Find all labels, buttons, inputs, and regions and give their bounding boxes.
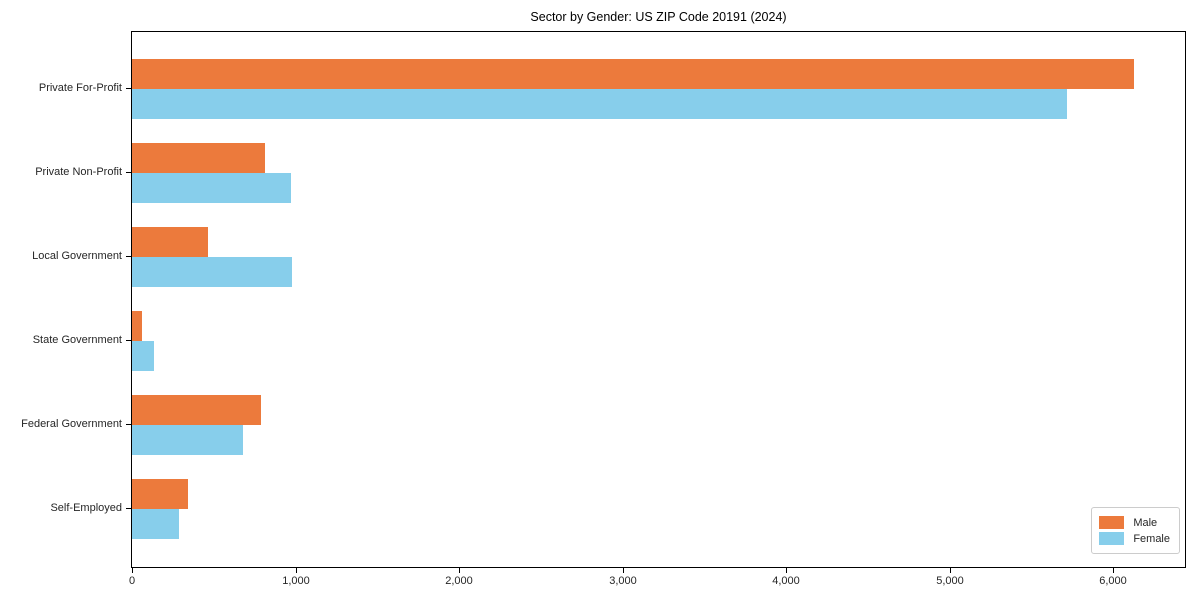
y-axis-tick bbox=[126, 172, 131, 173]
bar-male-5 bbox=[132, 479, 188, 509]
legend-label: Male bbox=[1133, 516, 1158, 529]
y-axis-tick bbox=[126, 424, 131, 425]
legend-swatch-female bbox=[1099, 532, 1125, 545]
legend: Male Female bbox=[1091, 507, 1180, 554]
legend-label: Female bbox=[1133, 532, 1170, 545]
legend-swatch-male bbox=[1099, 516, 1125, 529]
y-axis-tick bbox=[126, 508, 131, 509]
x-tick-label: 3,000 bbox=[609, 575, 637, 587]
y-tick-label: Local Government bbox=[32, 250, 122, 262]
bar-male-3 bbox=[132, 311, 142, 341]
y-tick-label: Private Non-Profit bbox=[35, 166, 122, 178]
x-tick-label: 1,000 bbox=[282, 575, 310, 587]
x-axis-tick bbox=[459, 568, 460, 573]
x-tick-label: 5,000 bbox=[936, 575, 964, 587]
bar-female-2 bbox=[132, 257, 292, 287]
x-axis-tick bbox=[623, 568, 624, 573]
bar-female-4 bbox=[132, 425, 243, 455]
chart-title: Sector by Gender: US ZIP Code 20191 (202… bbox=[530, 10, 787, 24]
x-axis-tick bbox=[950, 568, 951, 573]
bar-male-0 bbox=[132, 59, 1134, 89]
y-tick-label: State Government bbox=[32, 334, 122, 346]
bar-female-5 bbox=[132, 509, 179, 539]
x-axis-tick bbox=[132, 568, 133, 573]
x-axis-tick bbox=[1113, 568, 1114, 573]
y-axis-tick bbox=[126, 256, 131, 257]
x-axis-tick bbox=[786, 568, 787, 573]
y-tick-label: Self-Employed bbox=[50, 502, 122, 514]
x-tick-label: 6,000 bbox=[1099, 575, 1127, 587]
y-axis-tick bbox=[126, 88, 131, 89]
x-tick-label: 0 bbox=[128, 575, 136, 587]
y-tick-label: Federal Government bbox=[21, 418, 122, 430]
legend-row-male: Male bbox=[1099, 516, 1170, 529]
x-tick-label: 2,000 bbox=[445, 575, 473, 587]
bar-male-1 bbox=[132, 143, 265, 173]
x-tick-label: 4,000 bbox=[772, 575, 800, 587]
bar-male-4 bbox=[132, 395, 261, 425]
bar-female-0 bbox=[132, 89, 1067, 119]
x-axis-tick bbox=[296, 568, 297, 573]
legend-row-female: Female bbox=[1099, 532, 1170, 545]
y-axis-tick bbox=[126, 340, 131, 341]
plot-area: Male Female bbox=[131, 31, 1186, 568]
bar-female-3 bbox=[132, 341, 154, 371]
y-tick-label: Private For-Profit bbox=[38, 82, 122, 94]
bar-female-1 bbox=[132, 173, 291, 203]
bar-male-2 bbox=[132, 227, 208, 257]
